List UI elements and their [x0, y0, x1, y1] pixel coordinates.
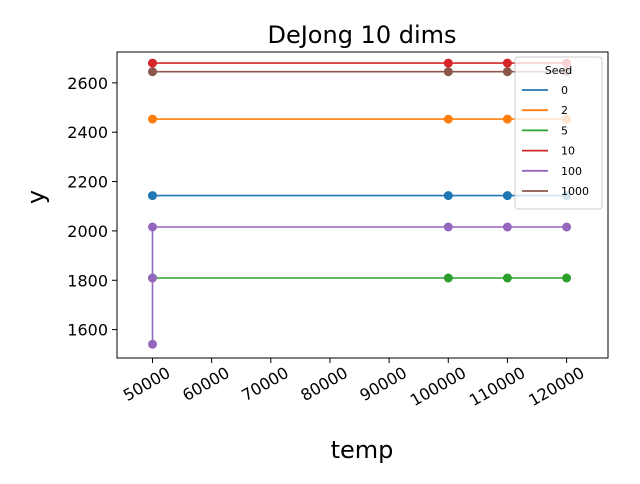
- chart-title: DeJong 10 dims: [267, 21, 456, 49]
- data-point-2-0: [148, 114, 157, 124]
- series-line-100: [151, 226, 567, 345]
- data-point-100-4: [502, 222, 512, 232]
- series-layer: [148, 58, 572, 349]
- legend-label-5: 5: [561, 124, 568, 137]
- data-point-100-2: [148, 222, 157, 232]
- data-point-5-1: [443, 273, 453, 283]
- legend: Seed 0 2 5 10 100 1000: [514, 56, 603, 210]
- plot-frame: [116, 51, 609, 359]
- y-tick-label: 1600: [67, 321, 108, 340]
- data-point-100-1: [148, 273, 157, 283]
- data-point-100-0: [148, 339, 157, 349]
- data-point-10-2: [502, 58, 512, 68]
- data-point-5-2: [502, 273, 512, 283]
- data-point-100-5: [562, 222, 572, 232]
- data-point-1000-1: [443, 67, 453, 77]
- legend-label-10: 10: [561, 145, 575, 158]
- data-point-1000-2: [502, 67, 512, 77]
- data-point-0-2: [502, 191, 512, 201]
- x-axis-label: temp: [331, 436, 394, 464]
- data-point-5-3: [562, 273, 572, 283]
- y-tick-label: 1800: [67, 271, 108, 290]
- legend-label-2: 2: [561, 104, 568, 117]
- data-point-0-0: [148, 191, 157, 201]
- data-point-100-3: [443, 222, 453, 232]
- y-tick-label: 2600: [67, 74, 108, 93]
- y-tick-label: 2000: [67, 222, 108, 241]
- legend-label-0: 0: [561, 84, 568, 97]
- y-tick-label: 2200: [67, 173, 108, 192]
- data-point-0-1: [443, 191, 453, 201]
- legend-label-100: 100: [561, 165, 582, 178]
- y-axis-label: y: [22, 190, 50, 204]
- data-point-10-1: [443, 58, 453, 68]
- legend-label-1000: 1000: [561, 185, 589, 198]
- data-point-10-0: [148, 58, 157, 68]
- data-point-2-2: [502, 114, 512, 124]
- y-tick-label: 2400: [67, 123, 108, 142]
- data-point-2-1: [443, 114, 453, 124]
- series-100: [148, 222, 572, 349]
- legend-title: Seed: [545, 64, 573, 77]
- data-point-1000-0: [148, 67, 157, 77]
